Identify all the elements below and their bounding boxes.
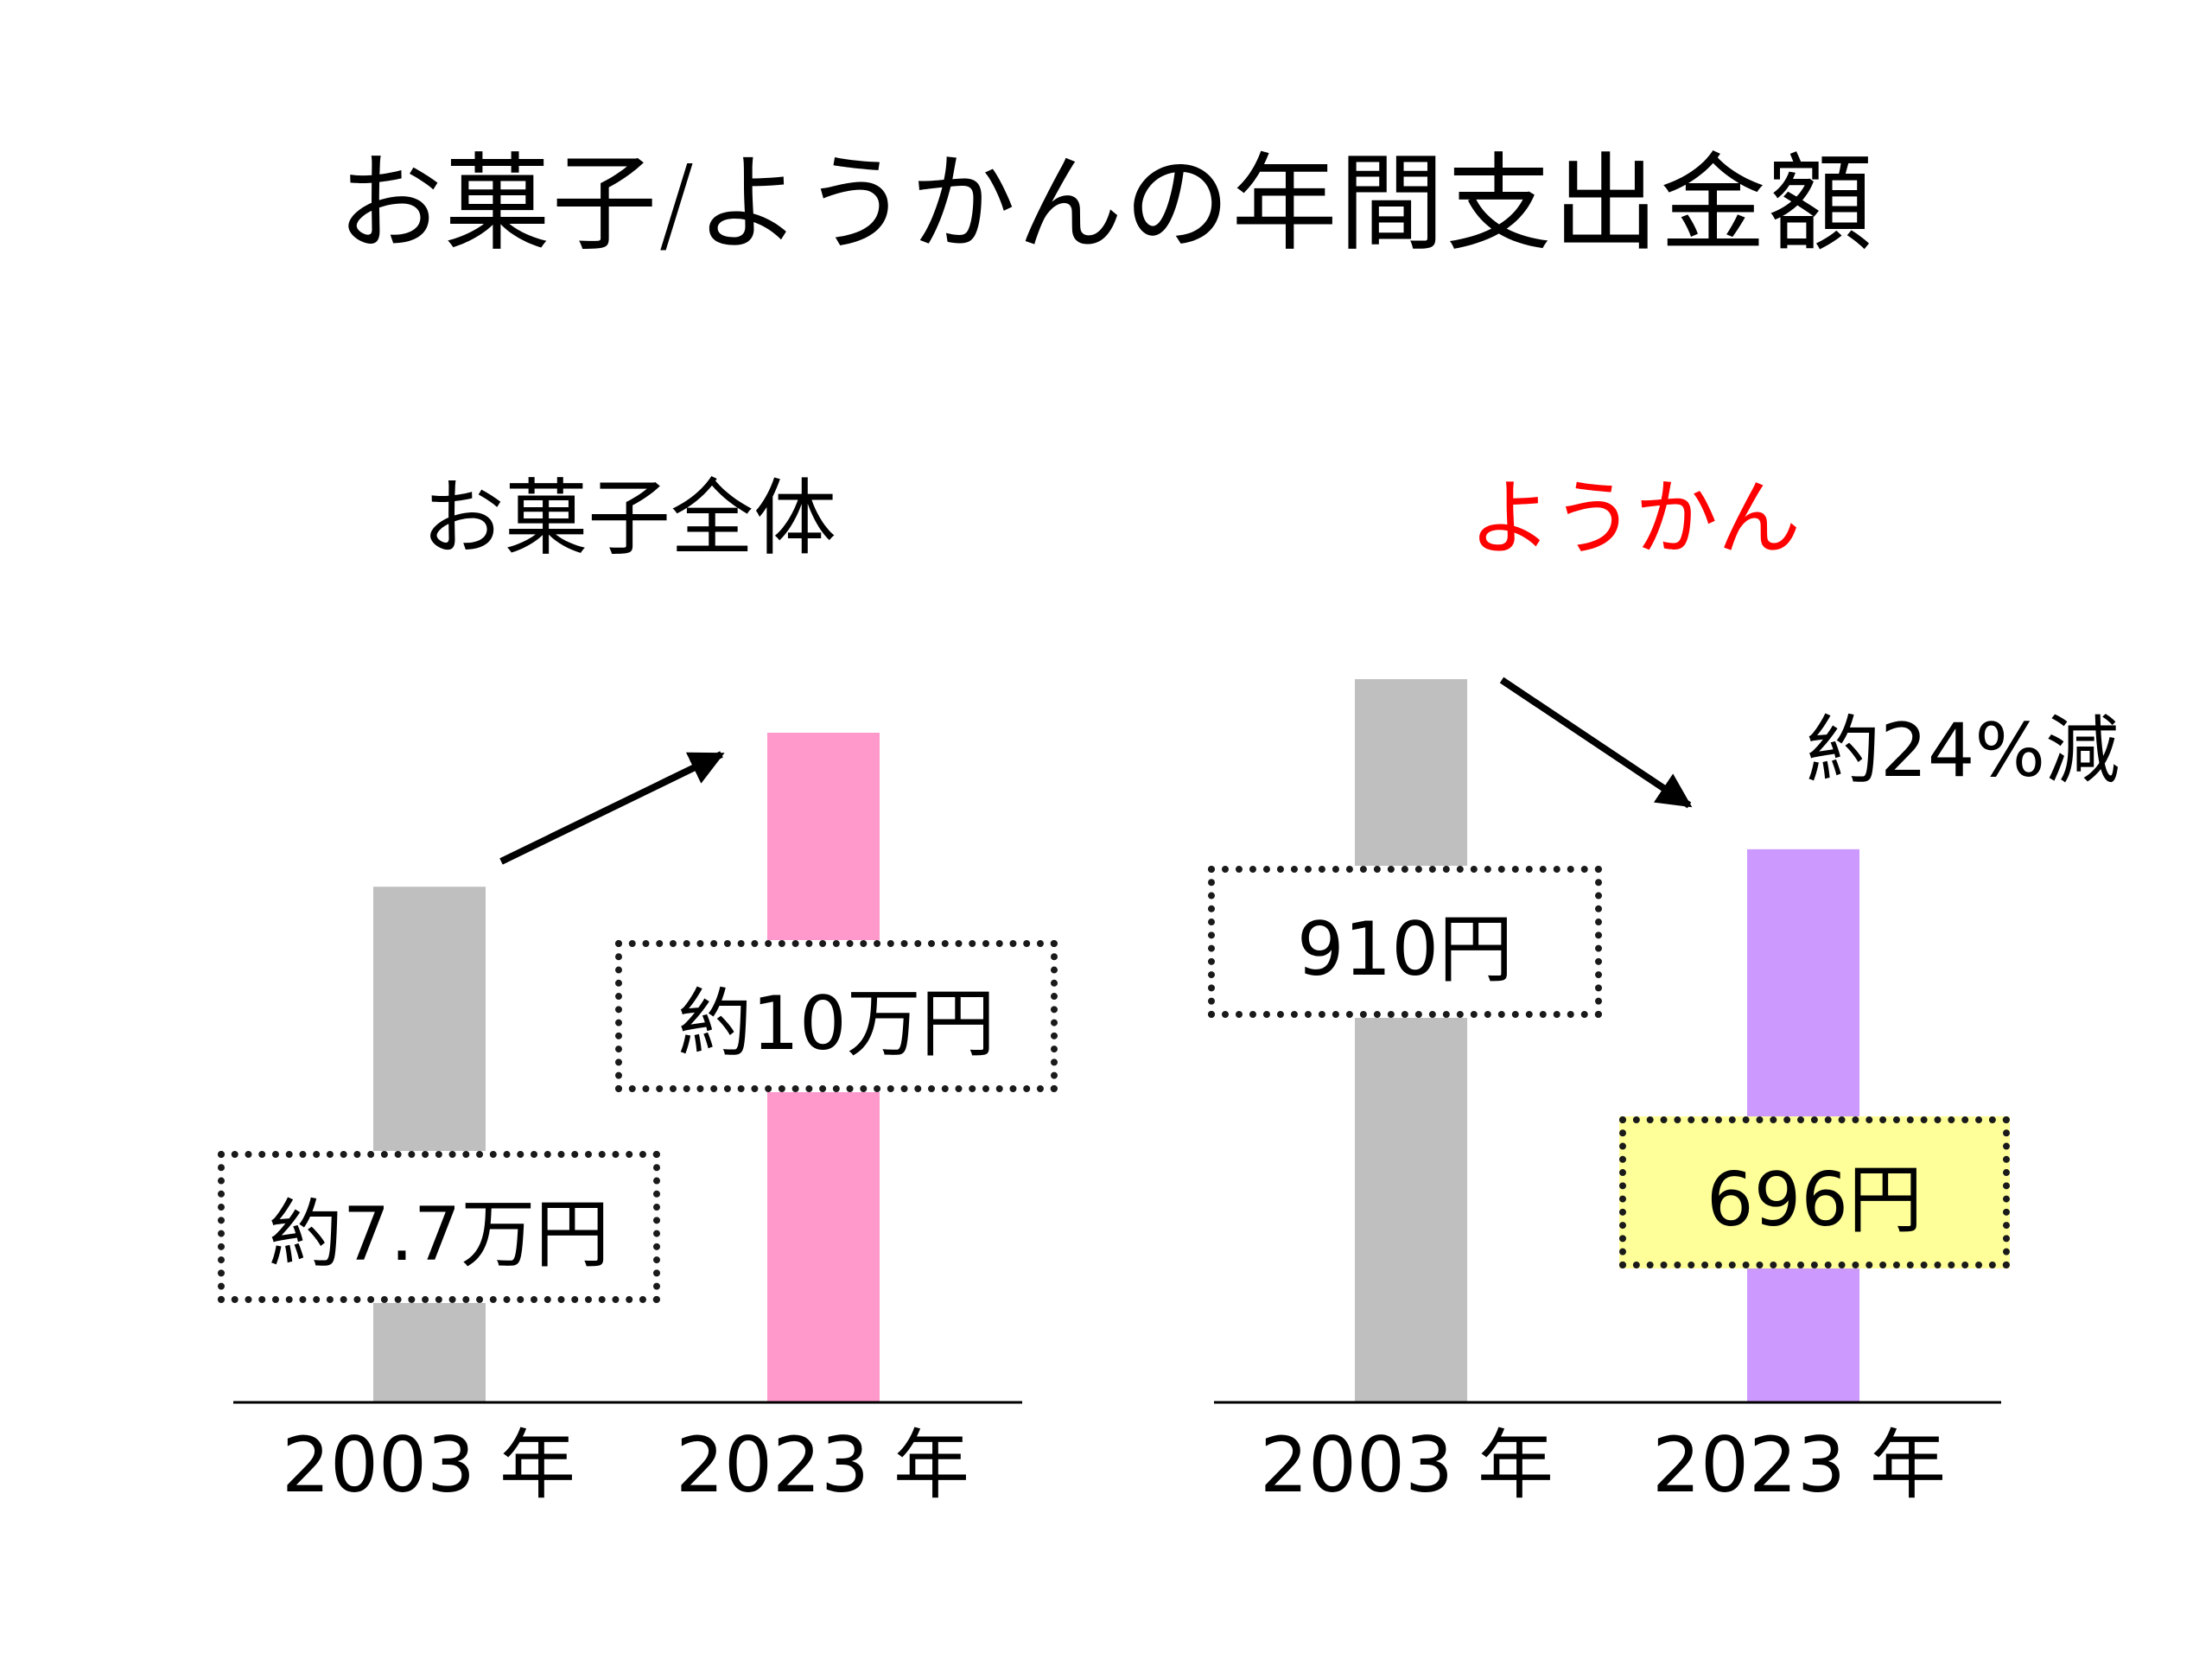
x-tick-label-yokan-2003: 2003 年 bbox=[1260, 1421, 1554, 1510]
chart-title-yokan: ようかん bbox=[1469, 470, 1801, 567]
trend-arrow-up bbox=[499, 751, 725, 865]
page-title: お菓子/ようかんの年間支出金額 bbox=[337, 143, 1875, 265]
value-label-yokan-2003: 910円 bbox=[1208, 866, 1602, 1018]
value-label-sweets-2003: 約7.7万円 bbox=[218, 1151, 660, 1303]
bar-yokan-2003 bbox=[1355, 679, 1467, 1402]
bar-sweets-2003 bbox=[373, 887, 486, 1402]
x-tick-label-sweets-2003: 2003 年 bbox=[282, 1421, 575, 1510]
x-tick-label-yokan-2023: 2023 年 bbox=[1652, 1421, 1946, 1510]
x-tick-label-sweets-2023: 2023 年 bbox=[676, 1421, 969, 1510]
value-label-sweets-2023: 約10万円 bbox=[615, 940, 1058, 1092]
value-label-yokan-2023: 696円 bbox=[1619, 1116, 2010, 1268]
trend-arrow-down bbox=[1499, 677, 1693, 809]
change-label-yokan: 約24%減 bbox=[1806, 708, 2120, 794]
chart-title-sweets: お菓子全体 bbox=[422, 470, 836, 567]
